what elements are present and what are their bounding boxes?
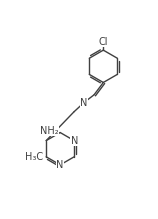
- Text: N: N: [80, 97, 88, 108]
- Text: N: N: [57, 160, 64, 170]
- Text: NH₂: NH₂: [40, 126, 59, 136]
- Text: Cl: Cl: [99, 37, 108, 47]
- Text: H₃C: H₃C: [25, 152, 43, 162]
- Text: N: N: [70, 136, 78, 146]
